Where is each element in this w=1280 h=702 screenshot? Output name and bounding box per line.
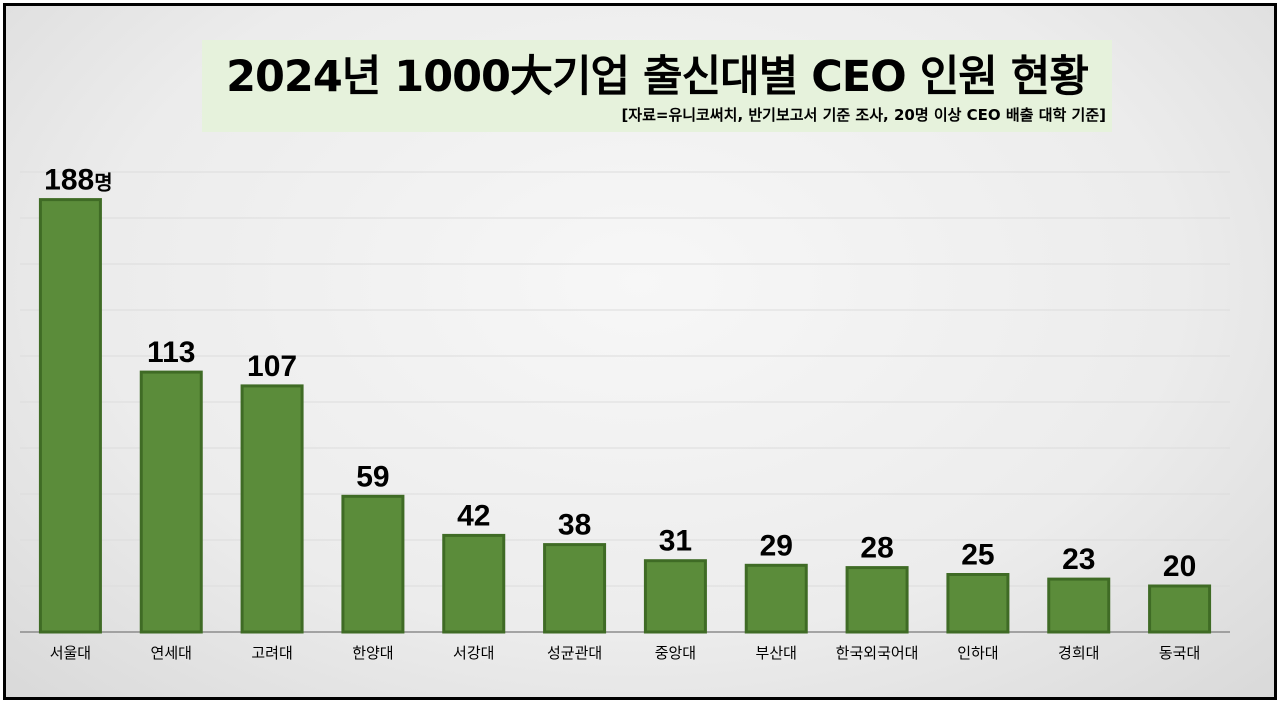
bar-부산대 (744, 563, 808, 634)
data-label: 20 (1163, 550, 1196, 583)
tick-label: 중앙대 (655, 644, 696, 662)
data-label: 25 (961, 539, 994, 572)
data-label: 29 (760, 529, 793, 562)
bar-서강대 (442, 533, 506, 634)
tick-label: 성균관대 (547, 644, 602, 662)
tick-label: 부산대 (756, 644, 797, 662)
bar-연세대 (139, 370, 203, 634)
bar-동국대 (1148, 584, 1212, 634)
bar-한국외국어대 (845, 566, 909, 634)
data-label: 113 (147, 336, 195, 369)
data-label: 23 (1062, 543, 1095, 576)
chart-title: 2024년 1000大기업 출신대별 CEO 인원 현황 (226, 52, 1089, 102)
unit-label: 명 (94, 172, 112, 195)
data-label: 31 (659, 525, 692, 558)
data-label: 188명 (44, 164, 112, 197)
bar-중앙대 (643, 559, 707, 634)
tick-label: 서울대 (50, 644, 91, 662)
bar-경희대 (1047, 577, 1111, 634)
bar-서울대 (38, 198, 102, 634)
bar-인하대 (946, 573, 1010, 634)
chart-frame: 2024년 1000大기업 출신대별 CEO 인원 현황 [자료=유니코써치, … (3, 3, 1277, 700)
tick-label: 한국외국어대 (836, 644, 919, 662)
tick-label: 연세대 (151, 644, 192, 662)
data-label: 107 (247, 350, 297, 383)
chart-subtitle: [자료=유니코써치, 반기보고서 기준 조사, 20명 이상 CEO 배출 대학… (621, 106, 1106, 124)
tick-label: 서강대 (453, 644, 494, 662)
bar-한양대 (341, 494, 405, 634)
data-label: 38 (558, 509, 591, 542)
bar-고려대 (240, 384, 304, 634)
tick-label: 동국대 (1159, 644, 1200, 662)
data-label: 28 (860, 532, 893, 565)
bar-성균관대 (543, 543, 607, 634)
tick-label: 인하대 (957, 644, 998, 662)
title-box: 2024년 1000大기업 출신대별 CEO 인원 현황 [자료=유니코써치, … (202, 40, 1112, 132)
tick-label: 고려대 (251, 644, 292, 662)
data-label: 42 (457, 499, 490, 532)
tick-label: 한양대 (352, 644, 393, 662)
tick-label: 경희대 (1058, 644, 1099, 662)
data-label: 59 (356, 460, 389, 493)
